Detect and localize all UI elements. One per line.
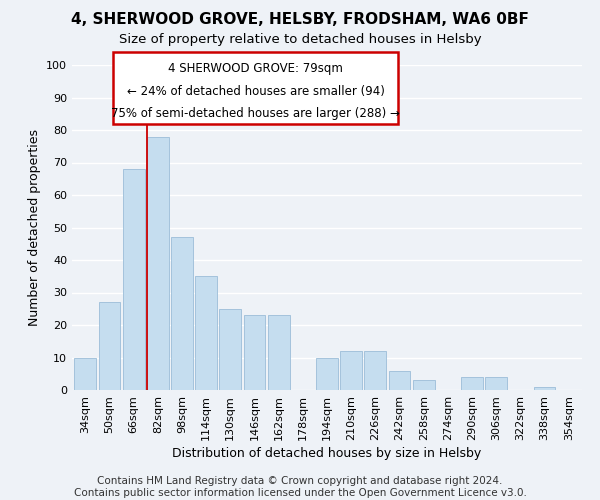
Bar — [485, 377, 507, 390]
Bar — [340, 351, 362, 390]
Bar — [244, 316, 265, 390]
Bar — [413, 380, 434, 390]
Text: 4 SHERWOOD GROVE: 79sqm: 4 SHERWOOD GROVE: 79sqm — [168, 62, 343, 74]
Text: 4, SHERWOOD GROVE, HELSBY, FRODSHAM, WA6 0BF: 4, SHERWOOD GROVE, HELSBY, FRODSHAM, WA6… — [71, 12, 529, 28]
X-axis label: Distribution of detached houses by size in Helsby: Distribution of detached houses by size … — [172, 447, 482, 460]
Bar — [316, 358, 338, 390]
Bar — [171, 238, 193, 390]
Y-axis label: Number of detached properties: Number of detached properties — [28, 129, 41, 326]
Bar — [533, 387, 556, 390]
Bar — [123, 169, 145, 390]
Bar — [268, 316, 290, 390]
Bar — [220, 308, 241, 390]
Bar — [389, 370, 410, 390]
Bar — [98, 302, 121, 390]
Text: Size of property relative to detached houses in Helsby: Size of property relative to detached ho… — [119, 32, 481, 46]
Text: ← 24% of detached houses are smaller (94): ← 24% of detached houses are smaller (94… — [127, 84, 385, 98]
Bar — [147, 136, 169, 390]
Bar — [364, 351, 386, 390]
FancyBboxPatch shape — [113, 52, 398, 124]
Bar — [74, 358, 96, 390]
Bar — [461, 377, 483, 390]
Bar — [195, 276, 217, 390]
Text: Contains HM Land Registry data © Crown copyright and database right 2024.: Contains HM Land Registry data © Crown c… — [97, 476, 503, 486]
Text: Contains public sector information licensed under the Open Government Licence v3: Contains public sector information licen… — [74, 488, 526, 498]
Text: 75% of semi-detached houses are larger (288) →: 75% of semi-detached houses are larger (… — [111, 108, 400, 120]
